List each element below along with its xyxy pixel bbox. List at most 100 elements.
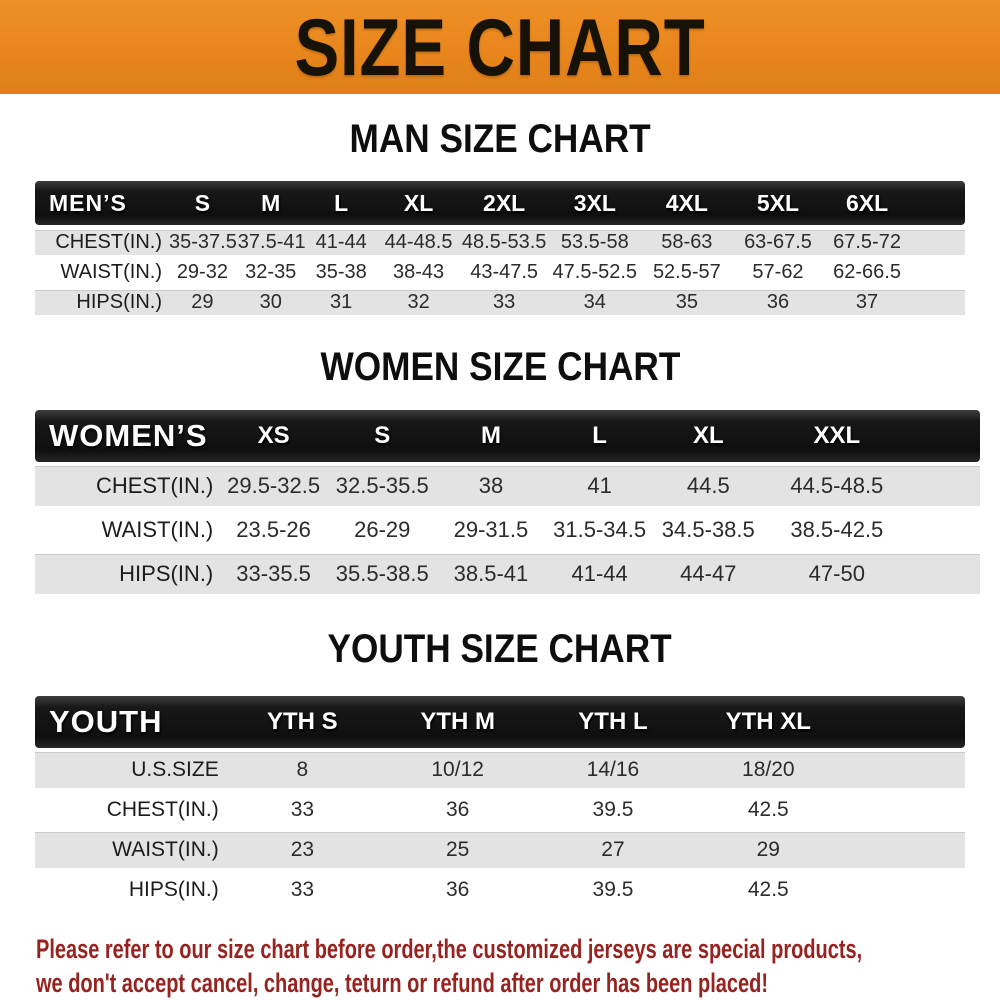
row-label-cell: WAIST(IN.) <box>101 517 214 542</box>
table-row: HIPS(IN.) 33 36 39.5 42.5 <box>35 872 965 908</box>
section-heading-women: WOMEN SIZE CHART <box>0 344 1000 390</box>
size-value-cell: 44.5-48.5 <box>762 466 980 506</box>
column-header-cell: L <box>545 410 654 462</box>
column-header-cell: M <box>436 410 546 462</box>
youth-table-header-row: YOUTH YTH S YTH M YTH L YTH XL <box>35 696 965 748</box>
size-value-cell: 67.5-72 <box>823 230 965 255</box>
row-label-cell: CHEST(IN.) <box>35 466 220 506</box>
column-header-cell: L <box>304 181 378 225</box>
disclaimer-line-2-text: we don't accept cancel, change, teturn o… <box>36 968 768 998</box>
size-value-cell: 14/16 <box>535 752 691 788</box>
table-row: WAIST(IN.) 23.5-26 26-29 29-31.5 31.5-34… <box>35 510 980 550</box>
size-value-cell: 34.5-38.5 <box>661 517 755 542</box>
size-chart-banner: SIZE CHART <box>0 0 1000 94</box>
size-value-cell: 34 <box>548 290 641 315</box>
size-value-cell: 35 <box>640 290 733 315</box>
column-header-cell: YTH XL <box>690 696 965 748</box>
size-value-cell: 38.5-42.5 <box>790 517 884 542</box>
size-value-cell: 39.5 <box>592 878 634 901</box>
women-size-table: WOMEN’S XS S M L XL XXL CHEST(IN.) 29.5-… <box>35 406 980 598</box>
column-header-cell: YTH S <box>224 696 381 748</box>
size-value-cell: 44-48.5 <box>377 230 460 255</box>
column-header-cell: XS <box>219 410 328 462</box>
column-header-cell: 5XL <box>732 181 824 225</box>
table-row: WAIST(IN.) 23 25 27 29 <box>35 832 965 868</box>
size-value-cell: 29.5-32.5 <box>219 466 328 506</box>
disclaimer-line: Please refer to our size chart before or… <box>36 932 1000 966</box>
row-label-cell: CHEST(IN.) <box>106 798 219 821</box>
column-header-cell: S <box>327 410 437 462</box>
row-label-cell: U.S.SIZE <box>35 752 225 788</box>
size-value-cell: 47-50 <box>762 554 980 594</box>
section-heading-men: MAN SIZE CHART <box>0 116 1000 162</box>
size-value-cell: 47.5-52.5 <box>552 261 638 283</box>
table-row: CHEST(IN.) 33 36 39.5 42.5 <box>35 792 965 828</box>
size-value-cell: 29-32 <box>176 261 228 283</box>
size-value-cell: 30 <box>236 290 305 315</box>
size-value-cell: 23.5-26 <box>236 517 311 542</box>
size-value-cell: 35-37.5 <box>167 230 237 255</box>
size-value-cell: 38-43 <box>393 261 445 283</box>
table-row: U.S.SIZE 8 10/12 14/16 18/20 <box>35 752 965 788</box>
size-value-cell: 37.5-41 <box>236 230 305 255</box>
column-header-cell: YTH L <box>535 696 691 748</box>
column-header-cell: S <box>167 181 237 225</box>
size-value-cell: 8 <box>224 752 381 788</box>
column-header-cell: YTH M <box>380 696 536 748</box>
banner-title: SIZE CHART <box>294 1 706 93</box>
youth-size-table: YOUTH YTH S YTH M YTH L YTH XL U.S.SIZE … <box>35 692 965 912</box>
table-row: HIPS(IN.) 29 30 31 32 33 34 35 36 37 <box>35 290 965 315</box>
men-group-label: MEN’S <box>35 181 168 225</box>
size-value-cell: 42.5 <box>747 798 789 821</box>
size-value-cell: 10/12 <box>380 752 536 788</box>
size-value-cell: 35.5-38.5 <box>327 554 437 594</box>
disclaimer-text: Please refer to our size chart before or… <box>36 932 1000 1000</box>
size-value-cell: 29 <box>167 290 237 315</box>
size-value-cell: 25 <box>380 832 536 868</box>
table-row: WAIST(IN.) 29-32 32-35 35-38 38-43 43-47… <box>35 260 965 285</box>
size-value-cell: 63-67.5 <box>732 230 824 255</box>
column-header-cell: 6XL <box>823 181 965 225</box>
section-heading-youth: YOUTH SIZE CHART <box>0 626 1000 672</box>
size-value-cell: 53.5-58 <box>548 230 641 255</box>
row-label-cell: HIPS(IN.) <box>35 554 220 594</box>
size-value-cell: 36 <box>445 878 470 901</box>
size-value-cell: 41-44 <box>304 230 378 255</box>
column-header-cell: 2XL <box>459 181 549 225</box>
size-value-cell: 35-38 <box>315 261 367 283</box>
size-value-cell: 33 <box>459 290 549 315</box>
section-heading-youth-text: YOUTH SIZE CHART <box>327 627 673 671</box>
size-value-cell: 48.5-53.5 <box>459 230 549 255</box>
column-header-cell: 3XL <box>548 181 641 225</box>
size-value-cell: 38.5-41 <box>436 554 546 594</box>
men-size-table: MEN’S S M L XL 2XL 3XL 4XL 5XL 6XL CHEST… <box>35 176 965 320</box>
row-label-cell: WAIST(IN.) <box>60 261 162 283</box>
table-row: HIPS(IN.) 33-35.5 35.5-38.5 38.5-41 41-4… <box>35 554 980 594</box>
size-value-cell: 32.5-35.5 <box>327 466 437 506</box>
women-group-label: WOMEN’S <box>35 410 220 462</box>
size-value-cell: 33 <box>290 798 315 821</box>
table-row: CHEST(IN.) 29.5-32.5 32.5-35.5 38 41 44.… <box>35 466 980 506</box>
size-value-cell: 31 <box>304 290 378 315</box>
size-value-cell: 58-63 <box>640 230 733 255</box>
column-header-cell: XXL <box>762 410 980 462</box>
size-value-cell: 33 <box>290 878 315 901</box>
size-value-cell: 23 <box>224 832 381 868</box>
size-value-cell: 44.5 <box>653 466 763 506</box>
row-label-cell: WAIST(IN.) <box>35 832 225 868</box>
men-table-header-row: MEN’S S M L XL 2XL 3XL 4XL 5XL 6XL <box>35 181 965 225</box>
size-value-cell: 62-66.5 <box>833 261 901 283</box>
section-heading-women-text: WOMEN SIZE CHART <box>320 345 680 389</box>
size-value-cell: 26-29 <box>354 517 411 542</box>
size-value-cell: 57-62 <box>752 261 804 283</box>
youth-group-label: YOUTH <box>35 696 225 748</box>
size-value-cell: 41 <box>545 466 654 506</box>
column-header-cell: M <box>236 181 305 225</box>
row-label-cell: CHEST(IN.) <box>35 230 168 255</box>
size-value-cell: 42.5 <box>747 878 789 901</box>
size-value-cell: 27 <box>535 832 691 868</box>
size-value-cell: 38 <box>436 466 546 506</box>
size-value-cell: 41-44 <box>545 554 654 594</box>
size-value-cell: 18/20 <box>690 752 965 788</box>
disclaimer-line-1-text: Please refer to our size chart before or… <box>36 934 863 964</box>
